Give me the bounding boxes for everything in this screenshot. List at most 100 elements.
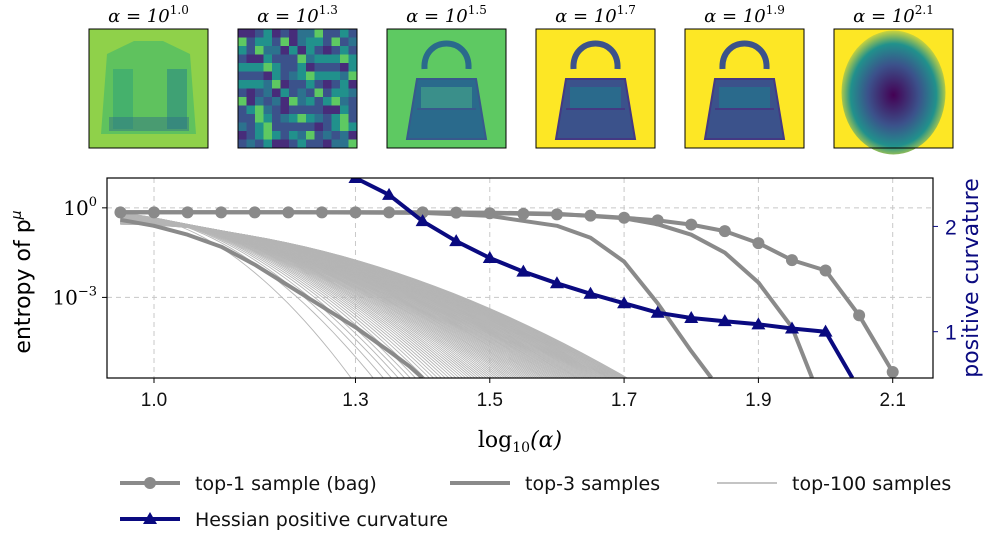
thumbnail-pixel (306, 29, 315, 38)
thumbnail-pixel (246, 54, 256, 64)
y-left-tick-label: 100 (63, 195, 97, 220)
thumbnail-pixel (246, 88, 256, 98)
thumbnail-pixel (255, 29, 264, 38)
thumbnail-pixel (314, 63, 324, 72)
top-1-marker (450, 206, 463, 219)
top-1-marker (215, 206, 228, 219)
thumbnail-pixel (340, 80, 349, 89)
legend-label: top-3 samples (525, 473, 660, 495)
thumbnail-pixel (272, 97, 281, 106)
thumbnail-pixel (272, 54, 281, 64)
thumbnail-pixel (331, 46, 341, 55)
thumbnail-pixel (323, 105, 332, 115)
thumbnail-pixel (306, 139, 315, 149)
thumbnail-pixel (289, 105, 298, 115)
legend-label: top-100 samples (792, 473, 951, 495)
thumbnail-pixel (280, 97, 290, 106)
hessian-marker (684, 311, 699, 323)
thumbnail-pixel (272, 88, 281, 98)
thumbnail-pixel (272, 139, 281, 149)
top-1-marker (181, 206, 194, 219)
thumbnail-pixel (348, 63, 358, 72)
thumbnail-pixel (263, 29, 273, 38)
curves (114, 178, 899, 378)
thumbnail-pixel (238, 105, 247, 115)
thumbnail-pixel (314, 114, 324, 123)
thumbnail-pixel (263, 37, 273, 47)
thumbnail-pixel (246, 139, 256, 149)
thumbnail-pixel (306, 63, 315, 72)
thumbnail-pixel (289, 71, 298, 81)
thumbnail-pixel (238, 88, 247, 98)
thumbnail-pixel (348, 29, 358, 38)
thumbnail-pixel (323, 54, 332, 64)
thumbnail-title: α = 102.1 (853, 3, 934, 27)
thumbnail-pixel (238, 46, 247, 55)
thumbnail-title: α = 101.7 (555, 3, 636, 27)
thumbnail-title-exponent: 1.7 (617, 3, 636, 17)
thumbnail-pixel (331, 114, 341, 123)
thumbnail-pixel (297, 105, 307, 115)
thumbnail-pixel (238, 63, 247, 72)
thumbnail-pixel (297, 54, 307, 64)
thumbnail-title-exponent: 1.3 (319, 3, 338, 17)
thumbnail-pixel (297, 88, 307, 98)
thumbnail-pixel (263, 46, 273, 55)
thumbnail-border (833, 28, 954, 149)
thumbnail-pixel (280, 139, 290, 149)
thumbnail-pixel (289, 122, 298, 132)
thumbnail-pixel (238, 97, 247, 106)
thumbnail-pixel (323, 122, 332, 132)
thumbnail-pixel (280, 63, 290, 72)
thumbnail-pixel (263, 54, 273, 64)
thumbnail-pixel (246, 37, 256, 47)
thumbnail-title-exponent: 1.0 (170, 3, 189, 17)
hessian-marker (549, 276, 564, 289)
thumbnail-pixel (255, 80, 264, 89)
thumbnail-pixel (289, 88, 298, 98)
top-1-marker (483, 207, 496, 220)
legend: top-1 sample (bag) top-3 samples top-100 s… (120, 473, 951, 531)
legend-marker (144, 477, 156, 489)
thumbnail-pixel (263, 105, 273, 115)
y-left-tick-base: 10 (52, 285, 77, 309)
thumbnail-title: α = 101.3 (257, 3, 338, 27)
hessian-marker (449, 234, 464, 247)
thumbnail-pixel (255, 63, 264, 72)
thumbnail-pixel (331, 54, 341, 64)
top-1-marker (114, 206, 127, 219)
legend-label: top-1 sample (bag) (195, 473, 377, 495)
thumbnail-pixel (238, 122, 247, 132)
thumbnail-pixel (280, 54, 290, 64)
thumbnail-border (237, 28, 358, 149)
thumbnail-pixel (314, 46, 324, 55)
legend-item-3: top-100 samples (717, 473, 951, 495)
thumbnail-pixel (340, 29, 349, 38)
hessian-marker (784, 321, 799, 334)
thumbnail-pixel (323, 139, 332, 149)
thumbnail-pixel (263, 97, 273, 106)
thumbnail-pixel (314, 37, 324, 47)
thumbnail-pixel (340, 46, 349, 55)
thumbnail-pixel (348, 46, 358, 55)
thumbnail-pixel (289, 114, 298, 123)
thumbnail-pixel (263, 122, 273, 132)
bag-flap (570, 87, 621, 109)
y-axis-label-left: entropy of pμ (9, 210, 36, 353)
thumbnail-pixel (340, 114, 349, 123)
top-1-marker (651, 214, 664, 227)
thumbnail-1: α = 101.0 (88, 3, 209, 149)
thumbnail-pixel (323, 37, 332, 47)
top-100-curve (120, 223, 629, 378)
thumbnail-pixel (306, 105, 315, 115)
thumbnail-pixel (348, 88, 358, 98)
thumbnail-pixel (263, 63, 273, 72)
thumbnail-title-base: α = 10 (555, 6, 617, 27)
thumbnail-title-base: α = 10 (257, 6, 319, 27)
thumbnail-pixel (331, 88, 341, 98)
thumbnail-pixel (280, 114, 290, 123)
thumbnail-2: α = 101.3 (237, 3, 358, 149)
thumbnail-pixel (246, 131, 256, 140)
thumbnail-pixel (331, 63, 341, 72)
